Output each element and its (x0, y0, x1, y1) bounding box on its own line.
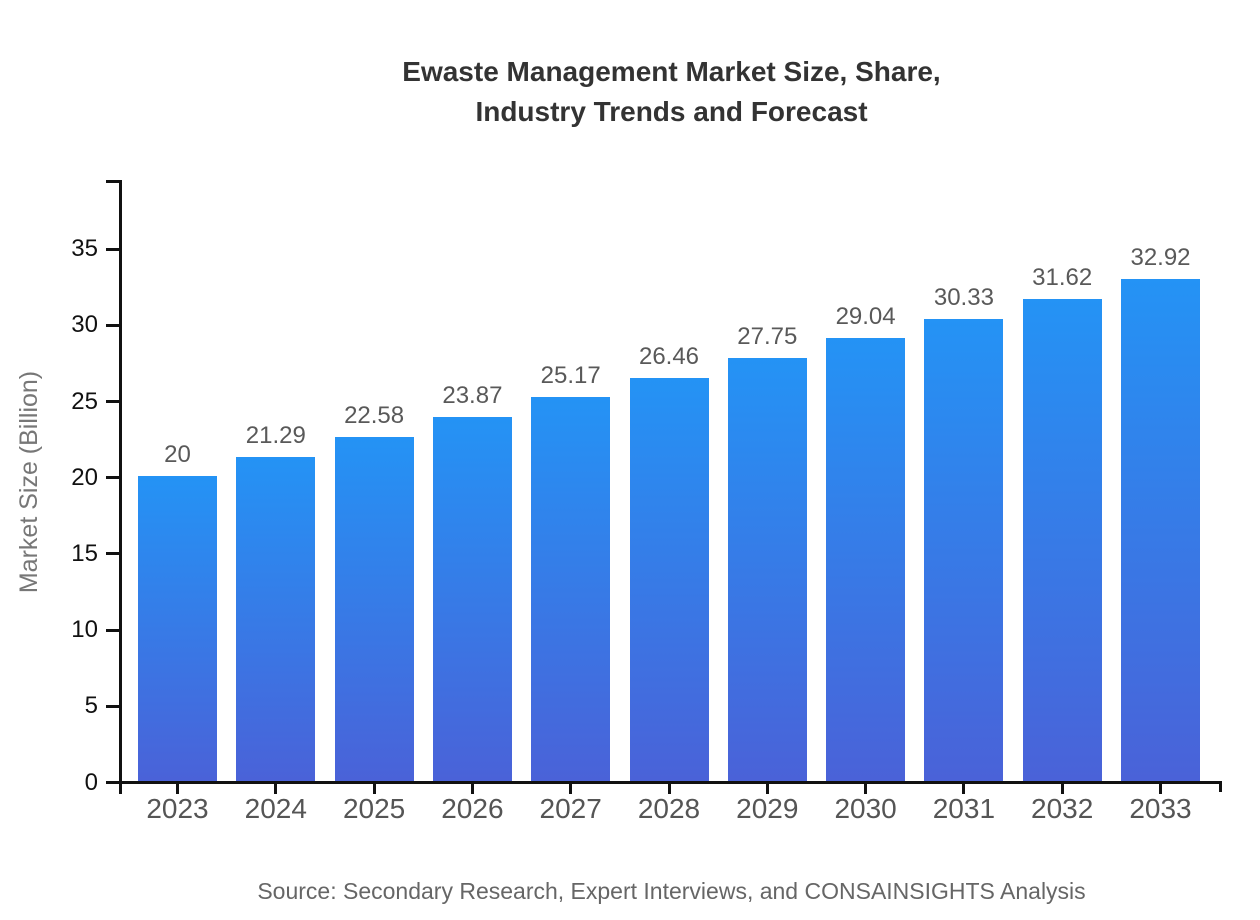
x-axis-tick-mark (667, 784, 671, 794)
bar-value-label: 31.62 (1032, 264, 1093, 292)
x-axis-tick-label: 2031 (932, 793, 996, 824)
y-axis-end-cap (106, 180, 122, 183)
bar-value-label: 29.04 (835, 303, 896, 331)
x-axis-tick-label: 2024 (244, 793, 307, 824)
y-axis-tick-label: 25 (71, 387, 98, 415)
y-axis-line (119, 180, 122, 791)
x-axis-tick-label: 2029 (736, 793, 799, 824)
x-axis-tick-mark (765, 784, 769, 794)
x-axis-tick-mark (1159, 784, 1162, 794)
bar-2031 (924, 318, 1004, 781)
bar-2026 (432, 417, 512, 781)
bar-2027 (531, 397, 611, 781)
bar-value-label: 30.33 (933, 283, 994, 311)
x-axis-tick-label: 2027 (539, 793, 602, 824)
x-axis-tick-mark (864, 784, 868, 794)
x-axis-tick-mark (274, 784, 278, 794)
y-axis-tick-label: 20 (71, 463, 98, 491)
bar-2025 (334, 436, 414, 781)
chart-title: Ewaste Management Market Size, Share, In… (121, 52, 1222, 132)
bar-2032 (1022, 299, 1102, 781)
bar-value-label: 25.17 (540, 362, 601, 390)
x-axis-tick-label: 2030 (834, 793, 897, 824)
chart-title-line2: Industry Trends and Forecast (475, 96, 868, 127)
x-axis-tick-mark (470, 784, 474, 794)
chart-title-line1: Ewaste Management Market Size, Share, (402, 56, 941, 87)
y-axis-tick-label: 30 (71, 311, 98, 339)
y-axis-tick-mark (106, 476, 120, 480)
x-axis-tick-label: 2028 (637, 793, 701, 824)
bar-2023 (138, 476, 217, 781)
x-axis-tick-label: 2023 (146, 793, 209, 824)
y-axis-tick-mark (106, 247, 120, 251)
y-axis-tick-label: 15 (71, 539, 98, 567)
x-axis-origin-tick-mark (119, 784, 122, 794)
bar-value-label: 32.92 (1130, 244, 1191, 272)
x-axis-tick-label: 2025 (342, 793, 406, 824)
y-axis-tick-mark (106, 552, 120, 556)
y-axis-tick-mark (106, 323, 120, 327)
y-axis-tick-label: 0 (84, 768, 98, 796)
bar-value-label: 23.87 (442, 382, 503, 410)
y-axis-tick-mark (106, 704, 120, 708)
x-axis-end-cap (1219, 781, 1222, 792)
x-axis-tick-mark (962, 784, 966, 794)
y-axis-tick-mark (106, 781, 120, 784)
bar-value-label: 22.58 (344, 401, 405, 429)
x-axis-tick-label: 2032 (1031, 793, 1094, 824)
bar-2028 (629, 377, 709, 781)
y-axis-tick-label: 10 (71, 616, 98, 644)
bar-value-label: 27.75 (737, 323, 798, 351)
bar-value-label: 20 (164, 441, 191, 469)
y-axis-tick-label: 5 (84, 692, 98, 720)
x-axis-tick-label: 2033 (1129, 793, 1192, 824)
bar-2024 (236, 456, 316, 781)
x-axis-tick-mark (372, 784, 376, 794)
y-axis-tick-mark (106, 400, 120, 403)
bar-2029 (727, 358, 807, 781)
x-axis-tick-mark (176, 784, 179, 794)
x-axis-line (119, 781, 1222, 784)
x-axis-tick-label: 2026 (441, 793, 504, 824)
bar-2030 (826, 338, 906, 781)
y-axis-tick-mark (106, 628, 120, 632)
bar-value-label: 26.46 (638, 342, 700, 370)
bar-value-label: 21.29 (245, 421, 306, 449)
x-axis-tick-mark (569, 784, 573, 794)
bar-2033 (1121, 279, 1200, 781)
x-axis-tick-mark (1060, 784, 1064, 794)
source-caption: Source: Secondary Research, Expert Inter… (257, 878, 1086, 904)
y-axis-tick-label: 35 (71, 235, 98, 263)
